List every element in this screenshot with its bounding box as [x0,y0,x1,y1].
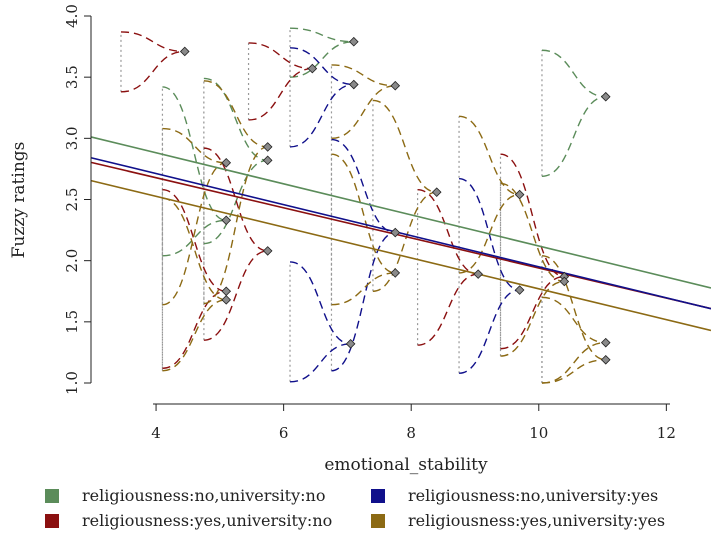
fuzzy-triangle [203,77,268,245]
fuzzy-apex-points [179,36,611,365]
fuzzy-apex-point [390,227,401,238]
fuzzy-apex-point [221,157,232,168]
legend-item: religiousness:yes,university:yes [371,511,665,530]
fuzzy-apex-point [262,142,273,152]
y-axis: 1.0 1.5 2.0 2.5 3.0 3.5 4.0 [63,4,92,395]
y-tick-label: 2.5 [63,188,81,212]
legend-item: religiousness:no,university:no [45,486,325,505]
fuzzy-triangle [203,147,268,341]
y-tick-label: 3.5 [63,65,81,89]
fuzzy-triangle [372,99,437,292]
fuzzy-apex-point [307,63,318,74]
fuzzy-triangle [289,261,351,383]
fuzzy-apex-point [390,80,401,91]
fuzzy-apex-point [514,285,525,295]
fuzzy-apex-point [221,295,232,305]
fuzzy-apex-point [431,187,442,197]
fuzzy-triangle [458,178,520,374]
legend-label: religiousness:yes,university:no [82,511,332,530]
legend-item: religiousness:no,university:yes [371,486,658,505]
legend-label: religiousness:yes,university:yes [408,511,665,530]
fuzzy-triangles [120,27,606,384]
fuzzy-triangle [541,49,606,177]
regression-lines [90,136,711,332]
fuzzy-triangle [331,64,396,140]
fuzzy-triangle [162,197,227,372]
fuzzy-triangle [162,86,227,257]
y-tick-label: 1.5 [63,310,81,334]
legend-swatch [45,514,59,528]
fuzzy-triangle [541,255,606,384]
fuzzy-triangle [290,27,354,78]
fuzzy-apex-point [345,339,356,349]
x-tick-label: 10 [529,424,548,442]
y-axis-title: Fuzzy ratings [9,142,29,259]
legend-label: religiousness:no,university:yes [408,486,658,505]
fuzzy-apex-point [179,46,190,57]
fuzzy-triangle [500,182,565,357]
fuzzy-apex-point [559,271,570,282]
legend-label: religiousness:no,university:no [82,486,325,505]
fuzzy-apex-point [262,155,273,166]
legend-item: religiousness:yes,university:no [45,511,332,530]
x-tick-label: 4 [151,424,161,442]
fuzzy-triangle [331,138,396,372]
y-tick-label: 4.0 [63,4,81,28]
fuzzy-triangle [248,42,313,121]
fuzzy-apex-point [221,215,232,226]
x-axis-title: emotional_stability [324,455,488,475]
fuzzy-apex-point [600,337,611,348]
fuzzy-apex-point [348,79,359,90]
x-tick-label: 8 [406,424,416,442]
fuzzy-apex-point [600,354,611,365]
regression-line [90,179,711,332]
legend-swatch [371,489,385,503]
fuzzy-apex-point [514,189,525,200]
fuzzy-support-lines [120,28,543,383]
regression-line [90,136,711,289]
legend-swatch [371,514,385,528]
x-axis: 4 6 8 10 12 [151,403,676,442]
fuzzy-apex-point [559,276,570,287]
fuzzy-apex-point [262,246,273,256]
fuzzy-triangle [203,80,268,305]
fuzzy-triangle [120,31,185,93]
y-tick-label: 3.0 [63,126,81,150]
fuzzy-apex-point [348,36,359,47]
y-tick-label: 2.0 [63,249,81,273]
legend: religiousness:no,university:no religiousn… [45,486,665,530]
x-tick-label: 12 [657,424,676,442]
fuzzy-triangle [162,127,227,306]
fuzzy-triangle [500,153,565,350]
fuzzy-apex-point [473,269,483,279]
fuzzy-triangle [541,296,606,384]
legend-swatch [45,489,59,503]
fuzzy-triangle [289,47,354,148]
fuzzy-apex-point [221,286,232,297]
y-tick-label: 1.0 [63,371,81,395]
fuzzy-triangle [417,189,479,346]
regression-line [90,156,711,310]
fuzzy-apex-point [600,91,611,102]
fuzzy-triangle [331,153,396,306]
fuzzy-apex-point [390,268,401,278]
x-tick-label: 6 [279,424,289,442]
